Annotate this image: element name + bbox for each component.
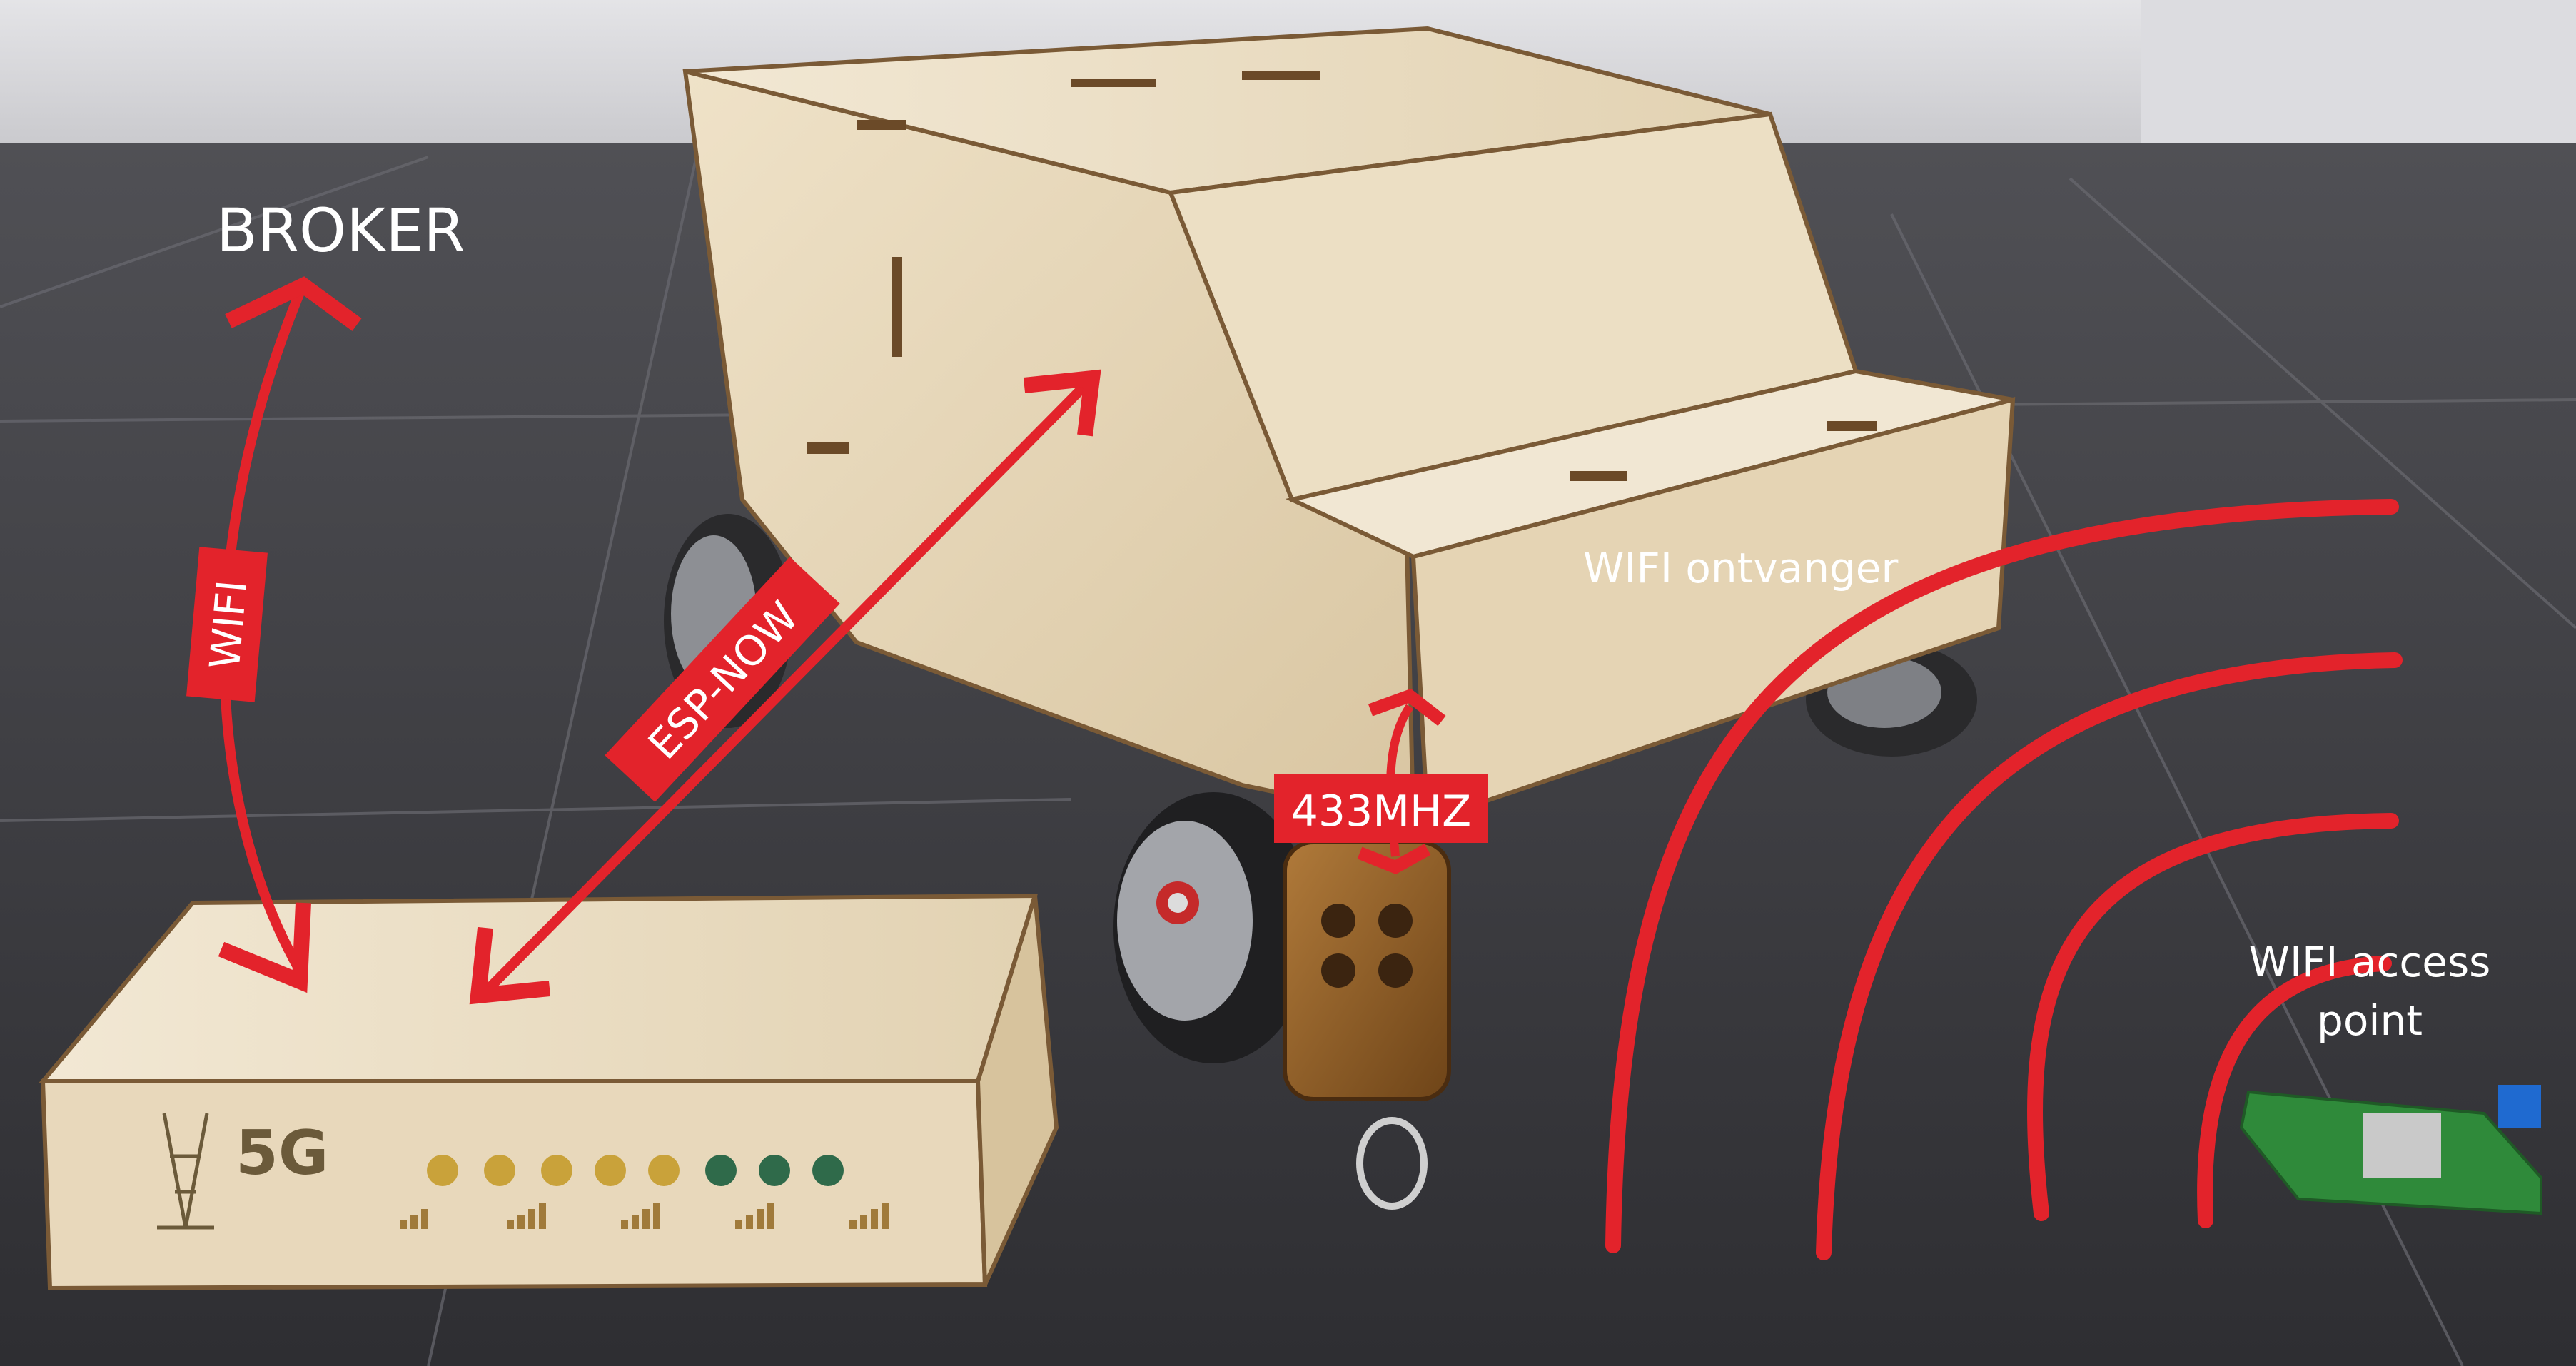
wifi-arc-3 [2026,813,2399,1221]
5g-box: 5G [38,893,1059,1291]
status-leds [427,1155,844,1186]
wifi-arc-2 [1816,652,2403,1260]
arrow-esp-now [469,369,1101,1005]
wifi-arc-1 [1605,499,2399,1253]
wifi-signal-arcs [1605,499,2403,1260]
wifi-tag-label: WIFI [201,578,257,671]
wifi-tag: WIFI [186,547,268,702]
wifi-access-point-pcb [2239,1085,2542,1215]
box-5g-engraving: 5G [236,1118,328,1189]
rf-remote [1283,840,1451,1210]
access-point-label-line2: point [2317,996,2423,1045]
mecanum-wheel-front-left [1113,792,1313,1063]
wifi-receiver-label: WIFI ontvanger [1583,544,1898,592]
cell-tower-icon [157,1113,214,1230]
access-point-label-line1: WIFI access [2249,938,2491,986]
wifi-arc-4 [2197,956,2392,1228]
box-side [975,895,1059,1286]
433mhz-tag-label: 433MHZ [1291,786,1472,836]
car-front-face [1410,397,2016,824]
finger-joints [807,71,1877,481]
box-front [40,1079,988,1291]
broker-label: BROKER [216,196,465,265]
robot-car [664,26,2016,1063]
433mhz-tag: 433MHZ [1274,774,1488,843]
signal-bars-icons [400,1203,889,1229]
